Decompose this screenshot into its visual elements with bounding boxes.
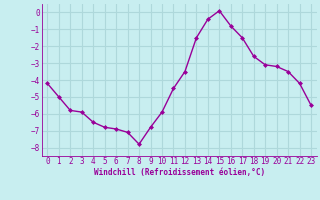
X-axis label: Windchill (Refroidissement éolien,°C): Windchill (Refroidissement éolien,°C) xyxy=(94,168,265,177)
